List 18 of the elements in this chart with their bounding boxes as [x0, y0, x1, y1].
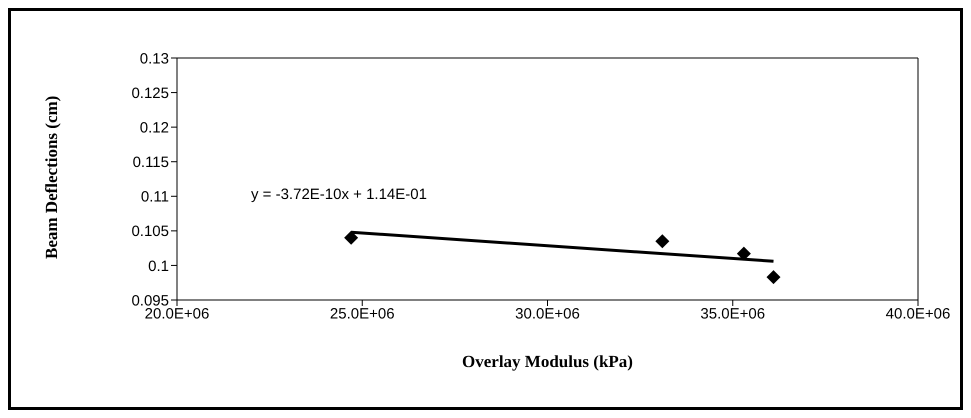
- y-tick-label: 0.1: [148, 258, 169, 275]
- x-tick-label: 30.0E+06: [515, 306, 580, 323]
- y-tick-label: 0.12: [140, 119, 169, 136]
- y-axis-title: Beam Deflections (cm): [42, 96, 62, 259]
- x-tick-label: 25.0E+06: [330, 306, 395, 323]
- annotation: y = -3.72E-10x + 1.14E-01: [251, 186, 427, 203]
- point: [344, 230, 358, 245]
- x-tick-label: 40.0E+06: [886, 306, 950, 323]
- x-tick-label: 35.0E+06: [700, 306, 766, 323]
- point: [766, 270, 781, 284]
- point: [736, 246, 751, 261]
- y-tick-label: 0.125: [131, 84, 169, 102]
- y-tick-label: 0.115: [132, 154, 169, 172]
- y-tick-label: 0.11: [140, 188, 169, 206]
- x-axis-title: Overlay Modulus (kPa): [462, 352, 633, 371]
- y-tick-label: 0.13: [140, 50, 169, 68]
- point: [655, 234, 670, 248]
- y-tick-label: 0.105: [131, 223, 169, 240]
